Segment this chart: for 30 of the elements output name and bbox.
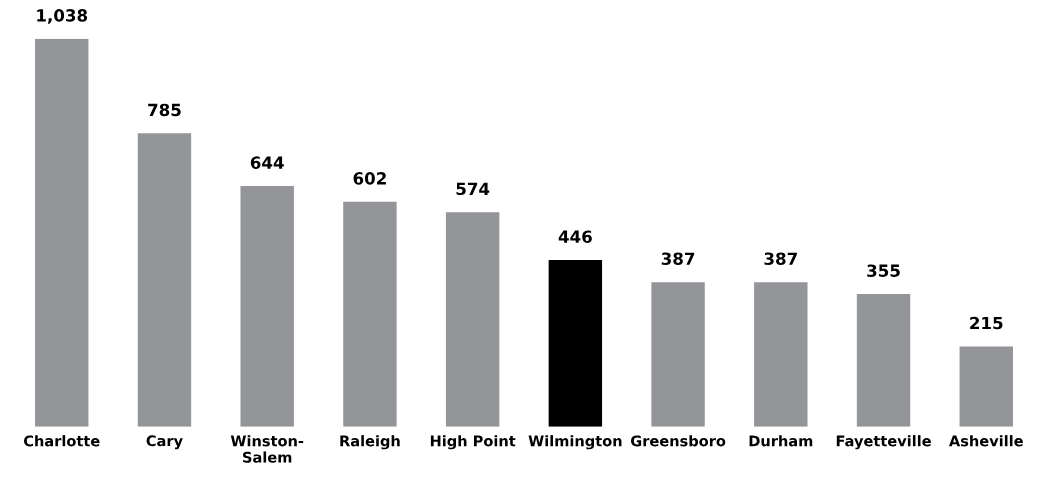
data-label: 574 bbox=[456, 182, 490, 196]
bar bbox=[240, 186, 294, 427]
bar bbox=[651, 282, 705, 427]
data-label: 644 bbox=[250, 156, 284, 169]
data-label: 387 bbox=[661, 252, 695, 266]
x-tick-label: High Point bbox=[430, 435, 516, 450]
data-label: 215 bbox=[970, 316, 1003, 330]
data-label: 602 bbox=[353, 172, 386, 185]
bar bbox=[754, 282, 808, 427]
x-tick-label: Fayetteville bbox=[836, 435, 931, 450]
data-label: 446 bbox=[558, 230, 592, 243]
bar bbox=[445, 212, 500, 427]
data-label: 355 bbox=[867, 264, 900, 277]
x-tick-label: Asheville bbox=[949, 435, 1023, 447]
data-label: 387 bbox=[764, 252, 797, 266]
bar bbox=[343, 201, 397, 427]
bar bbox=[137, 133, 192, 427]
bar bbox=[35, 38, 89, 427]
bar bbox=[548, 260, 603, 427]
x-tick-label: Wilmington bbox=[528, 435, 622, 450]
bar bbox=[856, 294, 911, 427]
x-tick-label: Durham bbox=[749, 435, 813, 447]
data-label: 1,038 bbox=[37, 9, 88, 24]
x-tick-label: Charlotte bbox=[23, 435, 100, 447]
x-tick-label: Winston- Salem bbox=[230, 435, 304, 463]
x-tick-label: Greensboro bbox=[630, 435, 726, 447]
x-tick-label: Raleigh bbox=[340, 435, 400, 450]
x-tick-label: Cary bbox=[146, 435, 183, 450]
data-label: 785 bbox=[148, 103, 181, 117]
bar bbox=[959, 346, 1013, 427]
